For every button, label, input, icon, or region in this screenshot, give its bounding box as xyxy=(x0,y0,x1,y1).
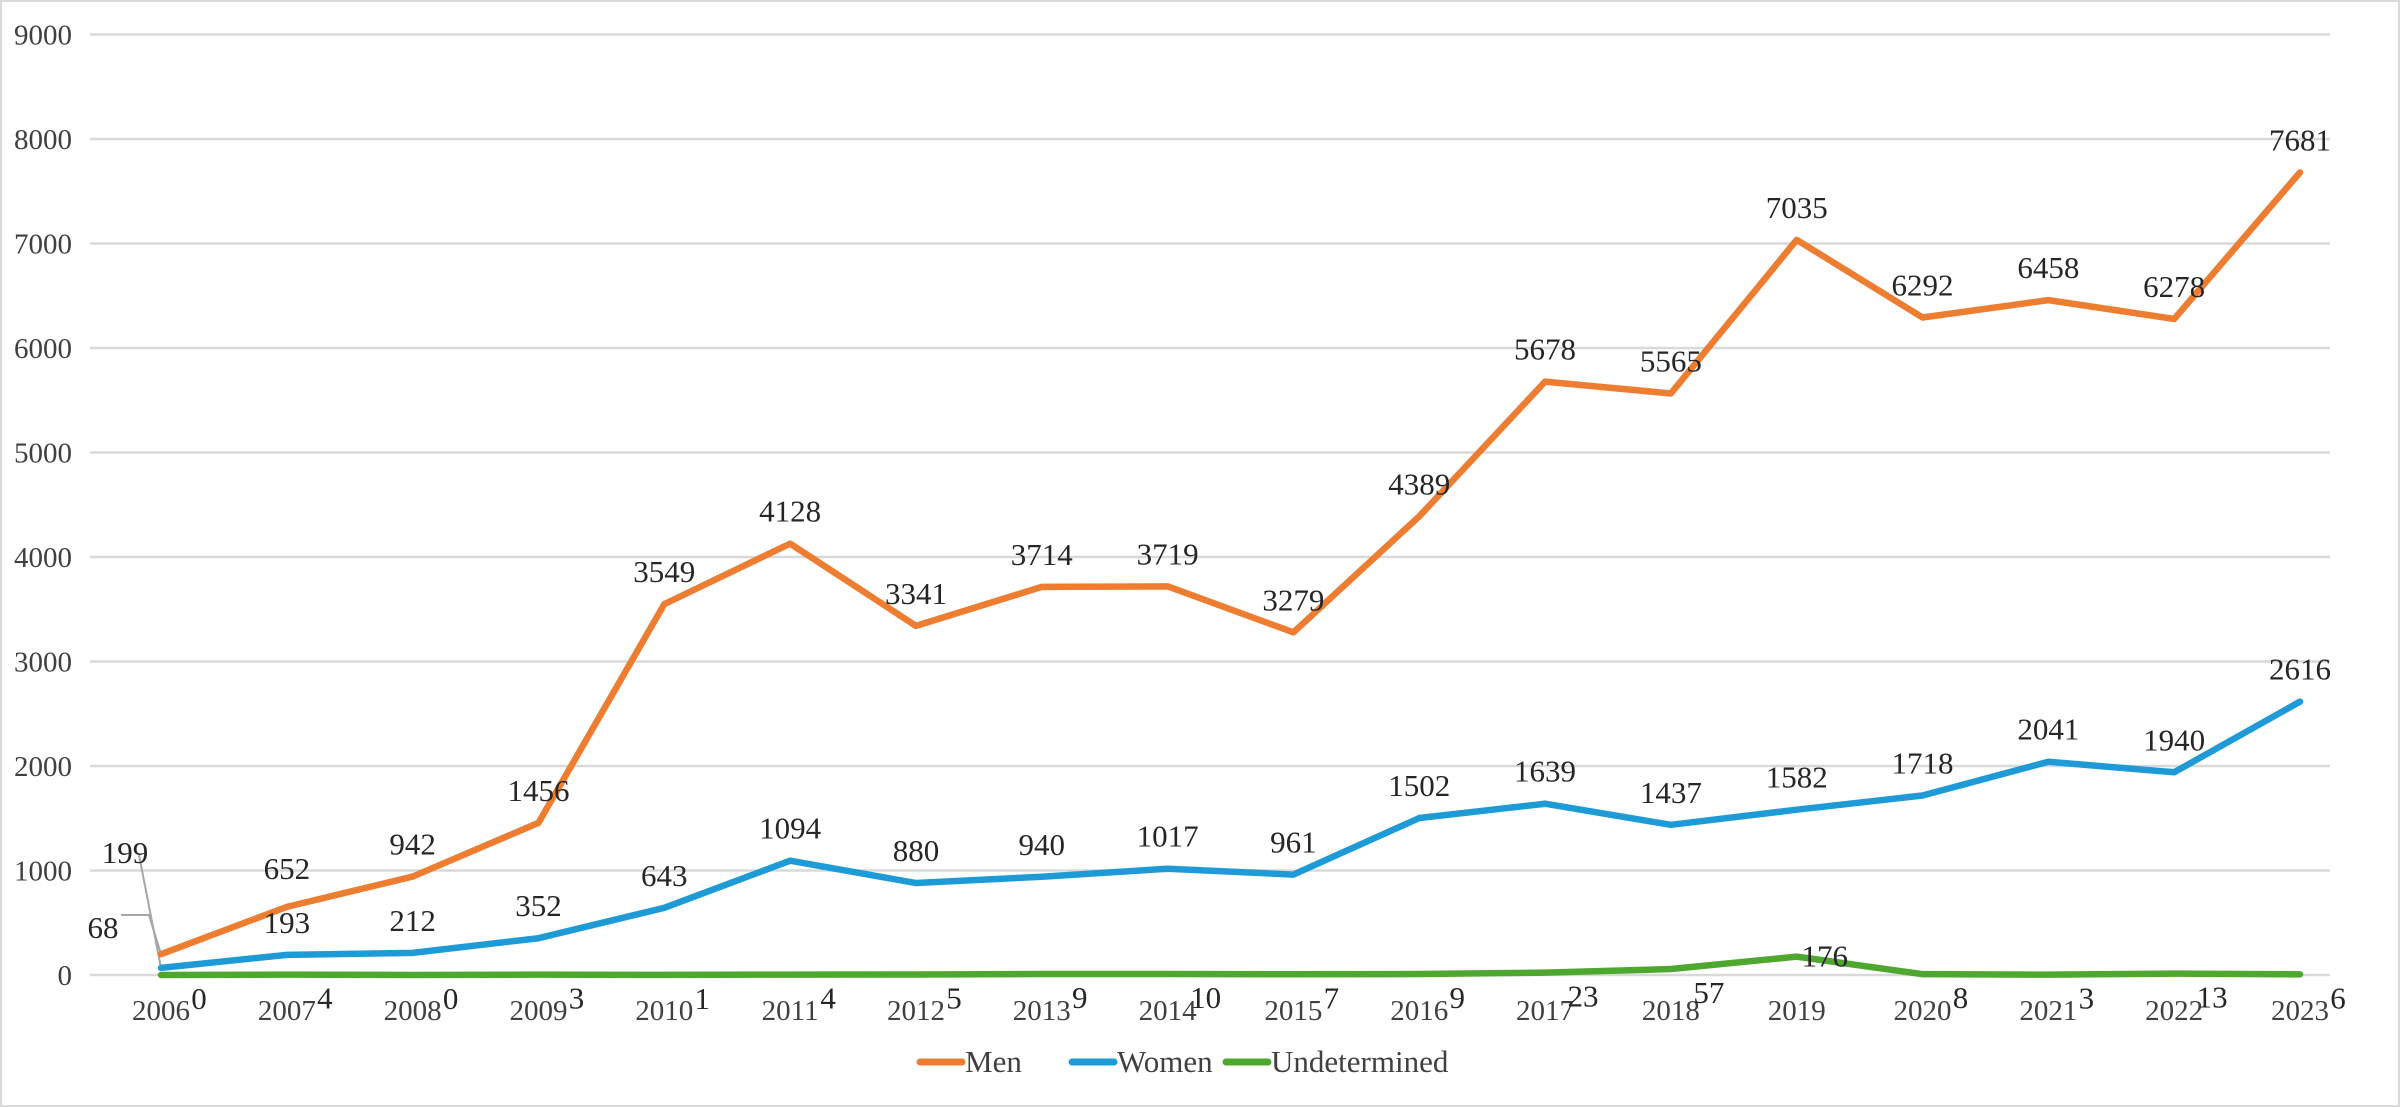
undetermined-data-label: 4 xyxy=(317,981,333,1016)
undetermined-data-label: 10 xyxy=(1190,980,1221,1015)
x-tick-label: 2019 xyxy=(1768,995,1826,1027)
men-legend-label: Men xyxy=(965,1044,1022,1079)
x-tick-label: 2018 xyxy=(1642,995,1700,1027)
undetermined-data-label: 13 xyxy=(2197,980,2228,1015)
undetermined-data-label: 176 xyxy=(1801,939,1848,974)
men-data-label: 3341 xyxy=(885,576,947,611)
men-data-label: 3719 xyxy=(1137,536,1199,571)
y-tick-label: 7000 xyxy=(14,229,72,261)
undetermined-data-label: 9 xyxy=(1072,980,1088,1015)
men-data-label: 5678 xyxy=(1514,332,1576,367)
y-tick-label: 8000 xyxy=(14,124,72,156)
x-tick-label: 2017 xyxy=(1516,995,1574,1027)
x-tick-label: 2013 xyxy=(1013,995,1071,1027)
y-tick-label: 9000 xyxy=(14,20,72,52)
undetermined-data-label: 6 xyxy=(2330,980,2346,1015)
men-data-label: 652 xyxy=(264,851,311,886)
men-data-label: 7681 xyxy=(2269,122,2331,157)
y-tick-label: 4000 xyxy=(14,542,72,574)
x-tick-label: 2014 xyxy=(1139,995,1198,1027)
y-tick-label: 2000 xyxy=(14,751,72,783)
men-data-label: 5565 xyxy=(1640,343,1702,378)
women-data-label: 1940 xyxy=(2143,722,2205,757)
women-data-label: 940 xyxy=(1019,827,1066,862)
y-tick-label: 3000 xyxy=(14,647,72,679)
x-tick-label: 2015 xyxy=(1264,995,1322,1027)
undetermined-legend-label: Undetermined xyxy=(1271,1044,1449,1079)
women-data-label: 880 xyxy=(893,833,940,868)
y-tick-label: 5000 xyxy=(14,438,72,470)
undetermined-data-label: 0 xyxy=(443,981,459,1016)
leader-line xyxy=(121,914,162,955)
x-tick-label: 2010 xyxy=(635,995,693,1027)
undetermined-data-label: 3 xyxy=(569,981,585,1016)
men-data-label: 3279 xyxy=(1262,582,1324,617)
women-data-label: 1017 xyxy=(1137,819,1199,854)
men-data-label: 6292 xyxy=(1892,267,1954,302)
women-data-label: 2616 xyxy=(2269,652,2331,687)
x-tick-label: 2023 xyxy=(2271,995,2329,1027)
undetermined-data-label: 3 xyxy=(2079,981,2095,1016)
men-data-label: 199 xyxy=(102,835,149,870)
x-tick-label: 2016 xyxy=(1390,995,1448,1027)
men-data-label: 3714 xyxy=(1011,537,1074,572)
undetermined-data-label: 1 xyxy=(695,981,711,1016)
men-data-label: 4128 xyxy=(759,494,821,529)
undetermined-data-label: 9 xyxy=(1449,980,1465,1015)
men-data-label: 7035 xyxy=(1766,190,1828,225)
women-series-line xyxy=(157,698,2304,972)
women-data-label: 1582 xyxy=(1766,760,1828,795)
women-data-label: 193 xyxy=(264,905,311,940)
undetermined-data-label: 23 xyxy=(1568,979,1599,1014)
undetermined-data-label: 4 xyxy=(820,981,836,1016)
women-data-label: 1437 xyxy=(1640,775,1702,810)
women-data-label: 1094 xyxy=(759,811,822,846)
y-tick-label: 6000 xyxy=(14,333,72,365)
undetermined-data-label: 0 xyxy=(191,981,207,1016)
undetermined-data-label: 5 xyxy=(946,980,962,1015)
undetermined-data-label: 8 xyxy=(1953,980,1969,1015)
women-data-label: 212 xyxy=(389,903,436,938)
women-data-label: 2041 xyxy=(2017,712,2079,747)
x-tick-label: 2020 xyxy=(1894,995,1952,1027)
women-data-label: 68 xyxy=(88,910,119,945)
men-data-label: 6278 xyxy=(2143,269,2205,304)
x-tick-label: 2008 xyxy=(384,995,442,1027)
women-data-label: 1718 xyxy=(1892,745,1954,780)
x-tick-label: 2022 xyxy=(2145,995,2203,1027)
y-tick-label: 0 xyxy=(58,960,73,992)
men-series-line xyxy=(157,169,2304,958)
men-data-label: 1456 xyxy=(507,773,569,808)
women-data-label: 352 xyxy=(515,888,562,923)
undetermined-series-line xyxy=(157,953,2304,979)
x-tick-label: 2009 xyxy=(509,995,567,1027)
x-tick-label: 2011 xyxy=(762,995,819,1027)
men-data-label: 6458 xyxy=(2017,250,2079,285)
women-data-label: 961 xyxy=(1270,825,1317,860)
men-data-label: 4389 xyxy=(1388,466,1450,501)
women-data-label: 643 xyxy=(641,858,688,893)
y-tick-label: 1000 xyxy=(14,856,72,888)
men-data-label: 942 xyxy=(389,827,436,862)
men-data-label: 3549 xyxy=(633,554,695,589)
x-tick-label: 2021 xyxy=(2019,995,2077,1027)
leader-line xyxy=(138,854,162,969)
x-tick-label: 2007 xyxy=(258,995,316,1027)
women-data-label: 1639 xyxy=(1514,754,1576,789)
x-tick-label: 2012 xyxy=(887,995,945,1027)
women-data-label: 1502 xyxy=(1388,768,1450,803)
x-tick-label: 2006 xyxy=(132,995,190,1027)
undetermined-data-label: 7 xyxy=(1324,980,1340,1015)
women-legend-label: Women xyxy=(1117,1044,1213,1079)
undetermined-data-label: 57 xyxy=(1693,975,1724,1010)
